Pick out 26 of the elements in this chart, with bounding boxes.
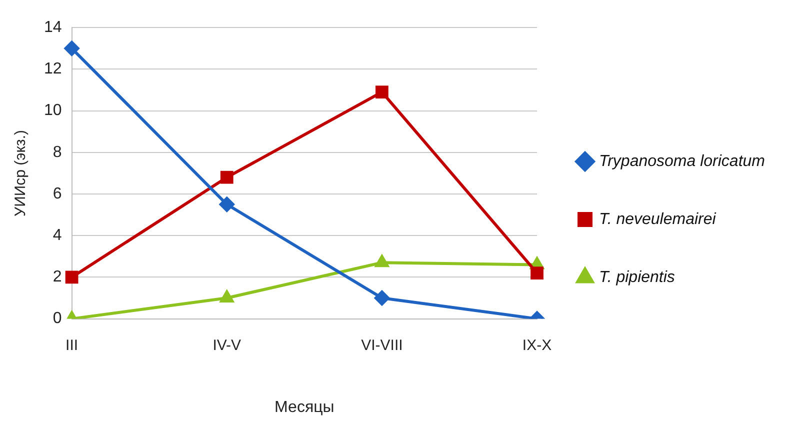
x-tick-label: IX-X [522, 336, 552, 354]
point [65, 270, 78, 284]
point [375, 86, 388, 99]
y-tick-label: 0 [52, 310, 62, 328]
point [219, 196, 234, 212]
x-tick-label: III [66, 336, 78, 354]
y-axis-title: УИИср (экз.) [12, 130, 30, 216]
point [530, 266, 544, 280]
legend-label: Trypanosoma loricatum [599, 152, 765, 170]
y-tick-label: 12 [44, 60, 62, 78]
y-tick-label: 8 [52, 144, 62, 161]
x-axis-title: Месяцы [274, 398, 334, 416]
point [374, 290, 390, 306]
y-tick-label: 4 [52, 227, 62, 244]
point [220, 290, 234, 302]
x-tick-label: VI-VIII [361, 336, 403, 354]
y-tick-label: 6 [52, 185, 62, 202]
point [220, 170, 234, 184]
legend-label: T. neveulemairei [599, 210, 716, 228]
x-tick-label: IV-V [212, 336, 242, 354]
legend-label: T. pipientis [599, 268, 675, 286]
y-tick-label: 14 [44, 19, 62, 36]
y-tick-label: 10 [44, 102, 62, 120]
point [375, 255, 389, 268]
y-tick-label: 2 [52, 268, 62, 286]
point [64, 40, 80, 56]
